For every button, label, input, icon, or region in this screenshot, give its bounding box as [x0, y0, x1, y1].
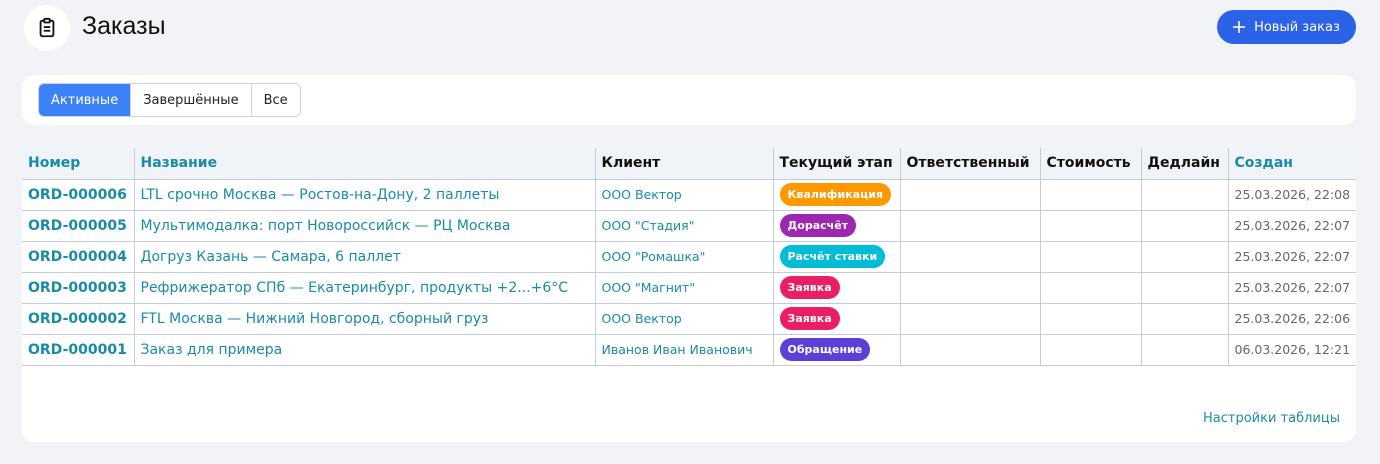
responsible-cell [899, 179, 1040, 211]
order-name[interactable]: FTL Москва — Нижний Новгород, сборный гр… [133, 303, 595, 335]
order-client[interactable]: ООО "Магнит" [594, 272, 773, 304]
order-row[interactable]: ORD-000002 FTL Москва — Нижний Новгород, … [22, 303, 1356, 335]
order-name[interactable]: LTL срочно Москва — Ростов-на-Дону, 2 па… [133, 179, 595, 211]
column-header: Клиент [594, 148, 773, 180]
order-row[interactable]: ORD-000005 Мультимодалка: порт Новороссий… [22, 210, 1356, 242]
cost-cell [1039, 241, 1141, 273]
new-order-button[interactable]: Новый заказ [1217, 10, 1356, 44]
responsible-cell [899, 303, 1040, 335]
stage-badge: Квалификация [779, 183, 892, 206]
order-number[interactable]: ORD-000005 [22, 210, 134, 242]
deadline-cell [1140, 179, 1228, 211]
tab[interactable]: Активные [39, 84, 131, 116]
created-date: 25.03.2026, 22:08 [1227, 179, 1356, 211]
stage-cell: Заявка [772, 303, 900, 335]
stage-badge: Обращение [779, 338, 871, 361]
order-name[interactable]: Рефрижератор СПб — Екатеринбург, продукт… [133, 272, 595, 304]
order-number[interactable]: ORD-000001 [22, 334, 134, 366]
order-row[interactable]: ORD-000003 Рефрижератор СПб — Екатеринбур… [22, 272, 1356, 304]
order-name[interactable]: Догруз Казань — Самара, 6 паллет [133, 241, 595, 273]
order-row[interactable]: ORD-000006 LTL срочно Москва — Ростов-на-… [22, 179, 1356, 211]
created-date: 25.03.2026, 22:07 [1227, 210, 1356, 242]
cost-cell [1039, 179, 1141, 211]
responsible-cell [899, 241, 1040, 273]
order-name[interactable]: Мультимодалка: порт Новороссийск — РЦ Мо… [133, 210, 595, 242]
created-date: 25.03.2026, 22:07 [1227, 241, 1356, 273]
filter-card: Активные Завершённые Все [22, 75, 1356, 125]
tab[interactable]: Завершённые [130, 84, 250, 116]
table-card: Номер Название Клиент Текущий этап Ответстве… [22, 148, 1356, 442]
order-number[interactable]: ORD-000004 [22, 241, 134, 273]
created-date: 06.03.2026, 12:21 [1227, 334, 1356, 366]
column-header[interactable]: Создан [1227, 148, 1356, 180]
order-client[interactable]: ООО "Стадия" [594, 210, 773, 242]
order-number[interactable]: ORD-000006 [22, 179, 134, 211]
deadline-cell [1140, 210, 1228, 242]
deadline-cell [1140, 334, 1228, 366]
stage-cell: Заявка [772, 272, 900, 304]
order-client[interactable]: ООО Вектор [594, 303, 773, 335]
stage-badge: Расчёт ставки [779, 245, 886, 268]
responsible-cell [899, 272, 1040, 304]
order-number[interactable]: ORD-000003 [22, 272, 134, 304]
stage-badge: Заявка [779, 276, 840, 299]
stage-cell: Обращение [772, 334, 900, 366]
created-date: 25.03.2026, 22:07 [1227, 272, 1356, 304]
deadline-cell [1140, 272, 1228, 304]
order-client[interactable]: ООО "Ромашка" [594, 241, 773, 273]
cost-cell [1039, 334, 1141, 366]
stage-badge: Дорасчёт [779, 214, 857, 237]
responsible-cell [899, 210, 1040, 242]
deadline-cell [1140, 303, 1228, 335]
button-label: Новый заказ [1254, 19, 1340, 35]
header-row: Номер Название Клиент Текущий этап Ответстве… [22, 148, 1356, 180]
cost-cell [1039, 303, 1141, 335]
created-date: 25.03.2026, 22:06 [1227, 303, 1356, 335]
order-name[interactable]: Заказ для примера [133, 334, 595, 366]
page-title: Заказы [82, 12, 166, 40]
column-header[interactable]: Название [133, 148, 595, 180]
page-icon [24, 5, 70, 51]
column-header[interactable]: Номер [22, 148, 134, 180]
tab[interactable]: Все [250, 84, 300, 116]
column-header: Ответственный [899, 148, 1040, 180]
order-row[interactable]: ORD-000004 Догруз Казань — Самара, 6 палл… [22, 241, 1356, 273]
column-header: Текущий этап [772, 148, 900, 180]
column-header: Стоимость [1039, 148, 1141, 180]
order-row[interactable]: ORD-000001 Заказ для примера Иванов Иван И… [22, 334, 1356, 366]
order-client[interactable]: ООО Вектор [594, 179, 773, 211]
orders-table: Номер Название Клиент Текущий этап Ответстве… [22, 148, 1356, 366]
stage-cell: Квалификация [772, 179, 900, 211]
stage-badge: Заявка [779, 307, 840, 330]
stage-cell: Расчёт ставки [772, 241, 900, 273]
table-settings-link[interactable]: Настройки таблицы [1203, 411, 1340, 426]
stage-cell: Дорасчёт [772, 210, 900, 242]
responsible-cell [899, 334, 1040, 366]
tabs: Активные Завершённые Все [38, 83, 301, 117]
cost-cell [1039, 210, 1141, 242]
order-number[interactable]: ORD-000002 [22, 303, 134, 335]
order-client[interactable]: Иванов Иван Иванович [594, 334, 773, 366]
column-header: Дедлайн [1140, 148, 1228, 180]
cost-cell [1039, 272, 1141, 304]
deadline-cell [1140, 241, 1228, 273]
